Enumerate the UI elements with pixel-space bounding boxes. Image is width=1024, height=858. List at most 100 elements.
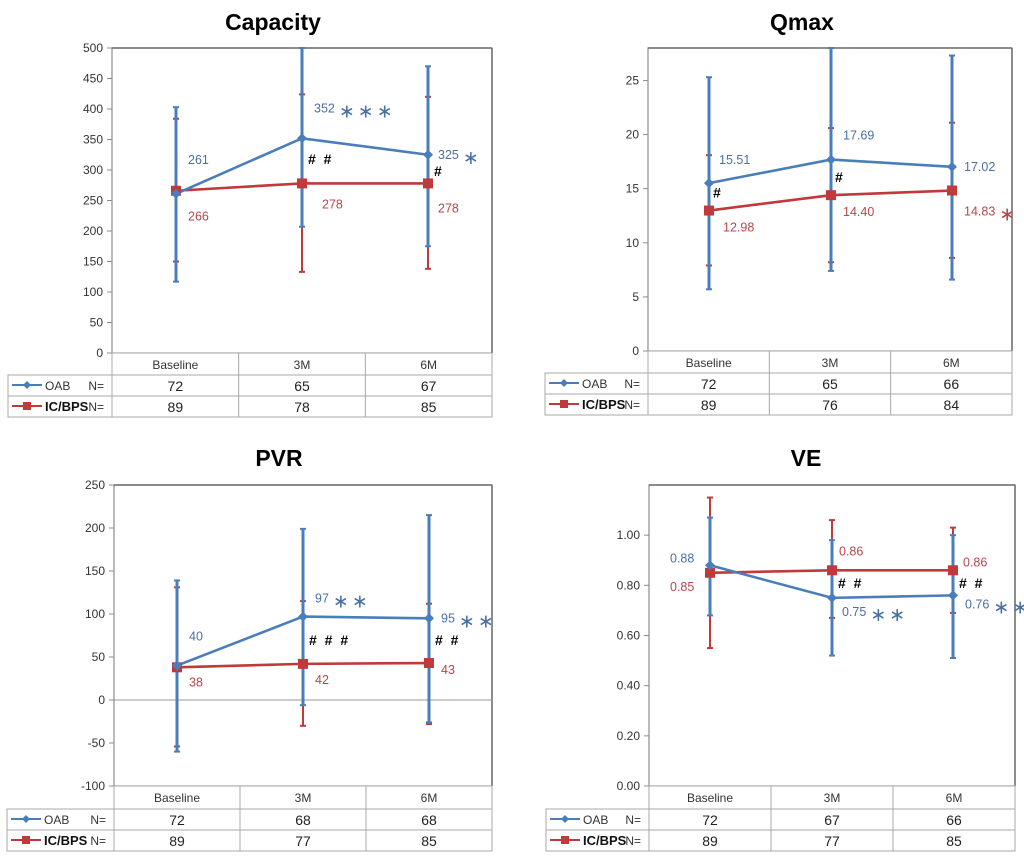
- y-tick-label: 100: [83, 285, 103, 299]
- oab-data-point: [704, 178, 714, 189]
- oab-data-label: 352 ∗∗∗: [314, 101, 396, 122]
- oab-data-point: [172, 660, 182, 671]
- hash-significance-mark: # #: [838, 575, 863, 591]
- category-label: 3M: [824, 791, 841, 805]
- value-text: 0.76: [965, 597, 989, 611]
- n-value: 85: [421, 399, 437, 415]
- n-value: 66: [944, 376, 960, 392]
- icbps-data-point: [423, 178, 433, 189]
- n-value: 77: [824, 833, 840, 849]
- oab-data-label: 0.75 ∗∗: [842, 605, 908, 626]
- legend-oab-label: OAB: [583, 813, 608, 827]
- y-tick-label: 350: [83, 133, 103, 147]
- y-tick-label: 15: [626, 182, 640, 196]
- legend-icbps-square-icon: [23, 402, 31, 410]
- value-text: 278: [438, 201, 459, 215]
- icbps-data-point: [297, 178, 307, 189]
- oab-data-point: [827, 592, 837, 603]
- category-label: 3M: [822, 356, 839, 370]
- value-text: 42: [315, 673, 329, 687]
- chart-capacity: Capacity 0 50 100 150 200 250 300 350 400 450 500 Ba…: [7, 9, 493, 418]
- legend-oab-n-label: N=: [88, 379, 104, 393]
- oab-data-label: 95 ∗∗: [441, 611, 497, 632]
- legend-oab-diamond-icon: [560, 379, 568, 387]
- icbps-data-label: 278: [438, 201, 459, 215]
- significance-stars: ∗∗: [459, 611, 497, 632]
- chart-pvr: PVR -100 -50 0 50 100 150 200 250 Baseline 3M 6M OAB…: [6, 445, 497, 852]
- category-label: Baseline: [686, 356, 732, 370]
- oab-data-label: 40: [189, 630, 203, 644]
- icbps-data-label: 0.85: [670, 580, 694, 594]
- value-text: 278: [322, 197, 343, 211]
- n-value: 65: [294, 378, 310, 394]
- y-tick-label: 50: [92, 650, 106, 664]
- value-text: 14.83: [964, 205, 995, 219]
- significance-stars: ∗: [463, 148, 482, 169]
- n-value: 68: [421, 812, 437, 828]
- y-tick-label: 200: [85, 521, 105, 535]
- category-label: Baseline: [687, 791, 733, 805]
- hash-significance-mark: # #: [308, 151, 333, 167]
- value-text: 12.98: [723, 221, 754, 235]
- n-value: 89: [701, 397, 717, 413]
- value-text: 266: [188, 210, 209, 224]
- value-text: 0.85: [670, 580, 694, 594]
- icbps-data-point: [704, 205, 714, 216]
- y-tick-label: 450: [83, 72, 103, 86]
- category-label: Baseline: [154, 791, 200, 805]
- hash-significance-mark: #: [835, 169, 845, 185]
- y-tick-label: -100: [81, 779, 105, 793]
- icbps-data-point: [705, 567, 715, 578]
- oab-data-point: [826, 154, 836, 165]
- y-tick-label: 0.60: [617, 629, 641, 643]
- value-text: 40: [189, 630, 203, 644]
- oab-data-point: [298, 611, 308, 622]
- y-tick-label: 0.20: [617, 729, 641, 743]
- legend-oab-n-label: N=: [90, 813, 106, 827]
- n-value: 89: [168, 399, 184, 415]
- n-value: 76: [822, 397, 838, 413]
- oab-data-label: 15.51: [719, 153, 750, 167]
- value-text: 325: [438, 148, 459, 162]
- legend-icbps-n-label: N=: [90, 834, 106, 848]
- oab-data-label: 0.88: [670, 551, 694, 565]
- n-table: Baseline 3M 6M OAB N=IC/BPS N= 72 68 68 89 77 85: [6, 785, 493, 852]
- n-value: 84: [944, 397, 960, 413]
- value-text: 352: [314, 101, 335, 115]
- category-label: 3M: [295, 791, 312, 805]
- category-label: 6M: [421, 791, 438, 805]
- icbps-data-label: 14.40: [843, 205, 874, 219]
- y-tick-label: 200: [83, 224, 103, 238]
- value-text: 38: [189, 675, 203, 689]
- y-tick-label: -50: [88, 736, 106, 750]
- icbps-data-point: [826, 190, 836, 201]
- legend-icbps-square-icon: [560, 400, 568, 408]
- y-tick-label: 300: [83, 163, 103, 177]
- y-tick-label: 0.00: [617, 779, 641, 793]
- icbps-data-label: 42: [315, 673, 329, 687]
- value-text: 0.86: [963, 555, 987, 569]
- legend-icbps-n-label: N=: [624, 398, 640, 412]
- value-text: 97: [315, 592, 329, 606]
- y-tick-label: 400: [83, 102, 103, 116]
- hash-significance-mark: # # #: [309, 632, 350, 648]
- oab-data-point: [424, 613, 434, 624]
- oab-data-label: 97 ∗∗: [315, 592, 371, 613]
- y-tick-label: 10: [626, 236, 640, 250]
- y-tick-label: 50: [90, 316, 104, 330]
- significance-stars: ∗∗: [870, 605, 908, 626]
- icbps-data-point: [827, 565, 837, 576]
- y-tick-label: 0: [632, 344, 639, 358]
- category-label: 6M: [420, 358, 437, 372]
- y-tick-label: 5: [632, 290, 639, 304]
- icbps-data-label: 38: [189, 675, 203, 689]
- chart-title: PVR: [255, 445, 303, 471]
- legend-icbps-label: IC/BPS: [44, 833, 88, 848]
- legend-oab-diamond-icon: [23, 381, 31, 389]
- legend-icbps-label: IC/BPS: [583, 833, 627, 848]
- oab-data-point: [705, 560, 715, 571]
- icbps-data-label: 43: [441, 663, 455, 677]
